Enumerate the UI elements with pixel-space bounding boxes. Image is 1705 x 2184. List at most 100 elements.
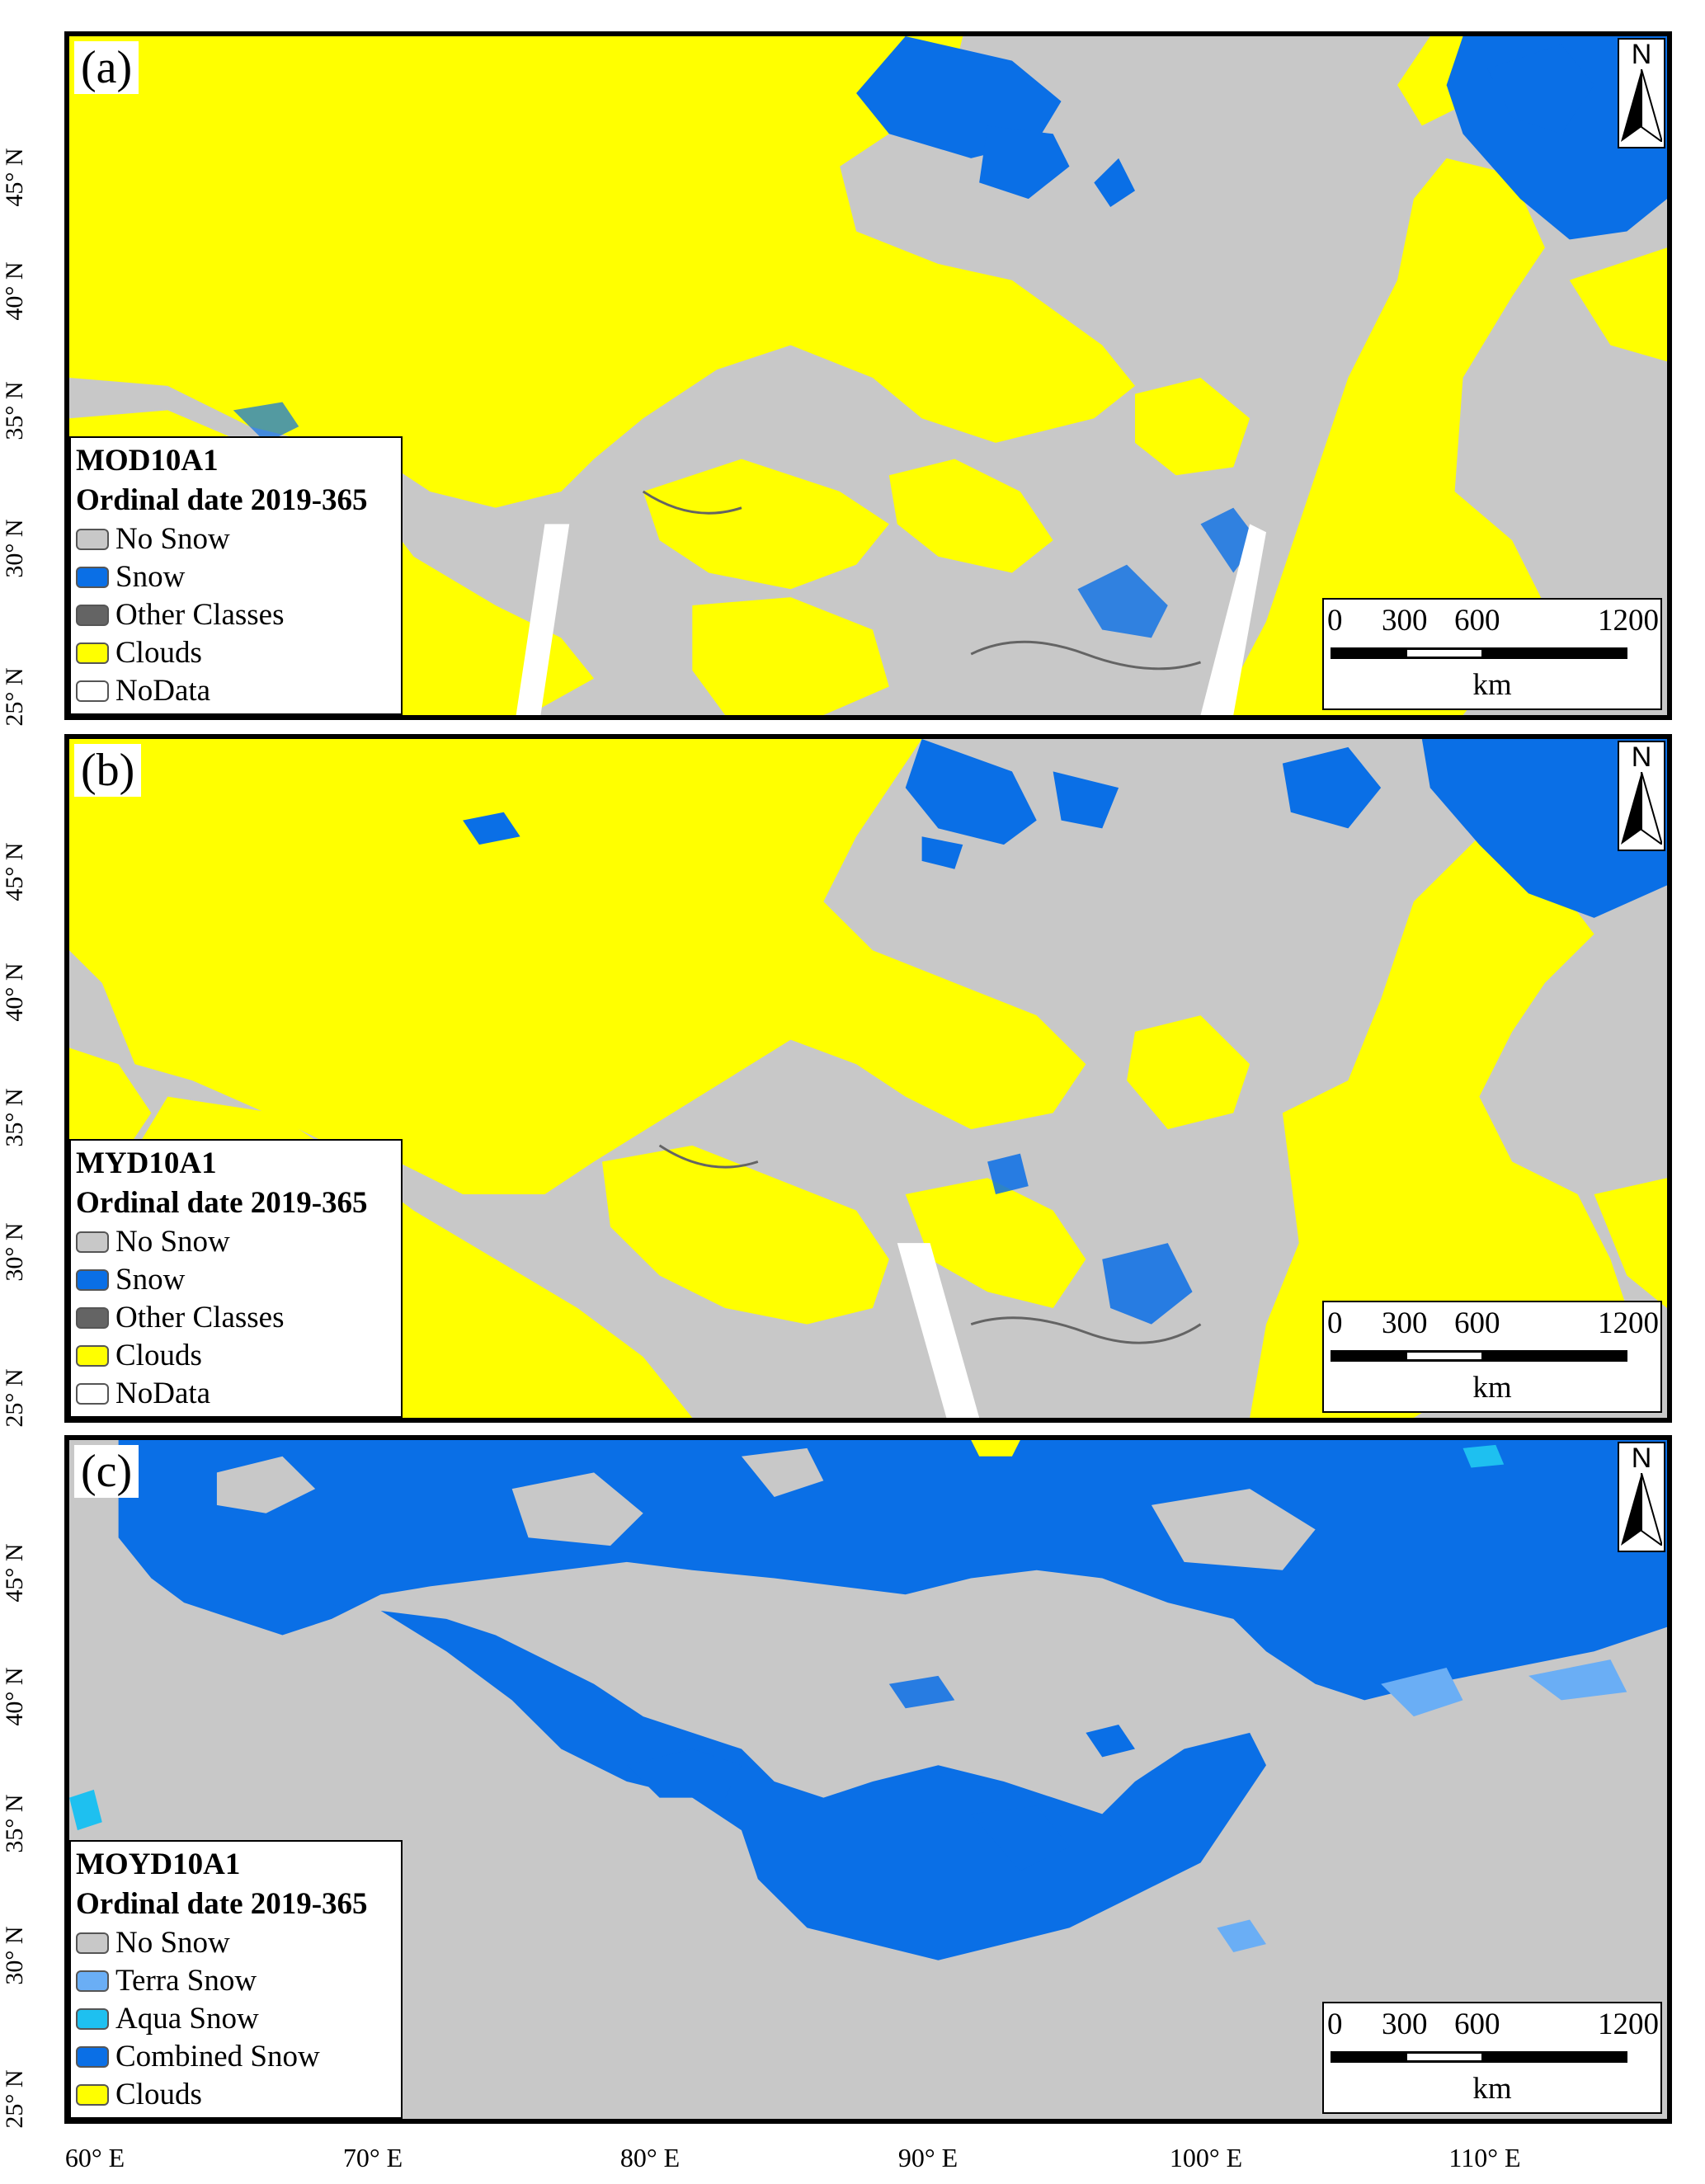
legend-label: Snow xyxy=(115,560,186,594)
legend-swatch xyxy=(76,1345,109,1367)
legend-label: Aqua Snow xyxy=(115,2002,259,2036)
scale-tick-300: 300 xyxy=(1382,1306,1428,1340)
scale-bar: 0 300 600 1200 km xyxy=(1322,1301,1662,1413)
legend-swatch xyxy=(76,2046,109,2068)
lon-label-110: 110° E xyxy=(1448,2143,1521,2172)
legend-label: Clouds xyxy=(115,1339,202,1372)
north-arrow-icon: N xyxy=(1618,38,1665,148)
legend-swatch xyxy=(76,2008,109,2030)
legend-label: Snow xyxy=(115,1263,186,1297)
scale-bar-graphic xyxy=(1331,1350,1627,1362)
lon-label-70: 70° E xyxy=(342,2143,403,2172)
scale-tick-600: 600 xyxy=(1454,604,1500,638)
legend-swatch xyxy=(76,1970,109,1992)
north-label: N xyxy=(1631,1443,1652,1474)
scale-tick-600: 600 xyxy=(1454,1306,1500,1340)
scale-tick-0: 0 xyxy=(1327,1306,1343,1340)
lat-label-45: 45° N xyxy=(1,842,28,901)
scale-unit: km xyxy=(1472,668,1512,702)
legend-label: NoData xyxy=(115,674,211,708)
legend-item: Combined Snow xyxy=(76,2038,396,2076)
lon-label-80: 80° E xyxy=(619,2143,681,2172)
lat-label-25: 25° N xyxy=(1,667,28,727)
legend-label: Combined Snow xyxy=(115,2040,320,2073)
scale-bar-graphic xyxy=(1331,647,1627,659)
north-arrow-icon: N xyxy=(1618,1442,1665,1552)
legend-label: Other Classes xyxy=(115,598,285,632)
legend-item: NoData xyxy=(76,1375,396,1413)
lat-label-35: 35° N xyxy=(1,381,28,440)
lat-label-45: 45° N xyxy=(1,1543,28,1603)
legend-item: No Snow xyxy=(76,520,396,558)
legend-item: Aqua Snow xyxy=(76,2000,396,2038)
scale-tick-0: 0 xyxy=(1327,2007,1343,2041)
scale-unit: km xyxy=(1472,2072,1512,2106)
legend-label: No Snow xyxy=(115,1926,230,1960)
legend-title-date: Ordinal date 2019-365 xyxy=(76,483,368,517)
legend-label: Clouds xyxy=(115,2078,202,2111)
lat-label-45: 45° N xyxy=(1,148,28,207)
legend-swatch xyxy=(76,680,109,702)
legend-swatch xyxy=(76,642,109,664)
legend-item: No Snow xyxy=(76,1223,396,1261)
lat-label-25: 25° N xyxy=(1,1368,28,1428)
legend-swatch xyxy=(76,529,109,550)
legend-label: No Snow xyxy=(115,1225,230,1259)
lat-label-30: 30° N xyxy=(1,1926,28,1985)
north-label: N xyxy=(1631,39,1652,70)
legend-item: Other Classes xyxy=(76,596,396,634)
lat-label-40: 40° N xyxy=(1,261,28,321)
legend-item: No Snow xyxy=(76,1924,396,1962)
legend-label: Other Classes xyxy=(115,1301,285,1334)
legend: MYD10A1 Ordinal date 2019-365 No Snow Sn… xyxy=(69,1139,403,1418)
legend-swatch xyxy=(76,2084,109,2106)
legend-swatch xyxy=(76,1269,109,1291)
legend-item: Snow xyxy=(76,1261,396,1299)
lat-label-25: 25° N xyxy=(1,2069,28,2129)
scale-bar: 0 300 600 1200 km xyxy=(1322,598,1662,710)
panel-label: (c) xyxy=(74,1445,139,1498)
panel-label: (b) xyxy=(74,744,142,797)
scale-tick-300: 300 xyxy=(1382,604,1428,638)
map-panel-b: (b) N MYD10A1 Ordinal date 2019-365 No S… xyxy=(64,734,1672,1423)
legend-title-date: Ordinal date 2019-365 xyxy=(76,1887,368,1921)
legend-swatch xyxy=(76,1383,109,1405)
legend-label: Clouds xyxy=(115,636,202,670)
snow-map-a xyxy=(69,36,1667,715)
legend-item: Clouds xyxy=(76,1337,396,1375)
legend-item: Clouds xyxy=(76,634,396,672)
north-label: N xyxy=(1631,741,1652,773)
legend-label: Terra Snow xyxy=(115,1964,257,1998)
scale-tick-300: 300 xyxy=(1382,2007,1428,2041)
legend-title-date: Ordinal date 2019-365 xyxy=(76,1186,368,1220)
legend-item: Other Classes xyxy=(76,1299,396,1337)
lon-label-100: 100° E xyxy=(1169,2143,1243,2172)
legend-label: NoData xyxy=(115,1377,211,1410)
map-panel-c: (c) N MOYD10A1 Ordinal date 2019-365 No … xyxy=(64,1435,1672,2124)
scale-tick-1200: 1200 xyxy=(1598,2007,1659,2041)
lat-label-40: 40° N xyxy=(1,963,28,1022)
scale-tick-600: 600 xyxy=(1454,2007,1500,2041)
legend-item: Terra Snow xyxy=(76,1962,396,2000)
lat-label-30: 30° N xyxy=(1,1222,28,1282)
scale-bar-graphic xyxy=(1331,2051,1627,2063)
lat-label-35: 35° N xyxy=(1,1088,28,1147)
scale-tick-1200: 1200 xyxy=(1598,1306,1659,1340)
scale-tick-0: 0 xyxy=(1327,604,1343,638)
lon-label-60: 60° E xyxy=(64,2143,125,2172)
legend-title-product: MOYD10A1 xyxy=(76,1847,241,1881)
legend-item: Snow xyxy=(76,558,396,596)
legend: MOD10A1 Ordinal date 2019-365 No Snow Sn… xyxy=(69,436,403,715)
lat-label-40: 40° N xyxy=(1,1667,28,1726)
panel-label: (a) xyxy=(74,41,139,94)
legend-item: NoData xyxy=(76,672,396,710)
legend-swatch xyxy=(76,567,109,588)
map-panel-a: (a) N MOD10A1 Ordinal date 2019-365 No S… xyxy=(64,31,1672,720)
legend-swatch xyxy=(76,605,109,626)
legend-swatch xyxy=(76,1231,109,1253)
legend-label: No Snow xyxy=(115,522,230,556)
scale-unit: km xyxy=(1472,1371,1512,1405)
legend-swatch xyxy=(76,1307,109,1329)
scale-tick-1200: 1200 xyxy=(1598,604,1659,638)
lat-label-35: 35° N xyxy=(1,1794,28,1853)
